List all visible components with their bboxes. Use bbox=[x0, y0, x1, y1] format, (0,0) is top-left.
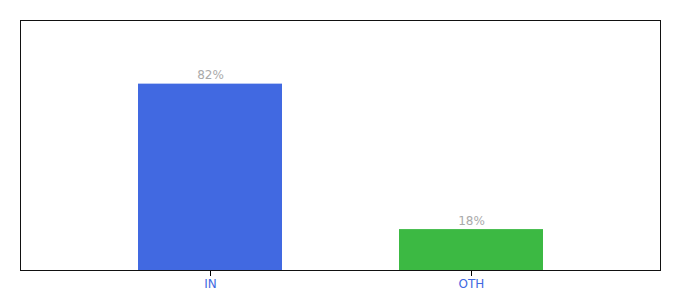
svg-text:18%: 18% bbox=[458, 214, 485, 228]
svg-text:OTH: OTH bbox=[459, 277, 485, 291]
svg-text:IN: IN bbox=[204, 277, 217, 291]
svg-text:82%: 82% bbox=[197, 68, 224, 82]
